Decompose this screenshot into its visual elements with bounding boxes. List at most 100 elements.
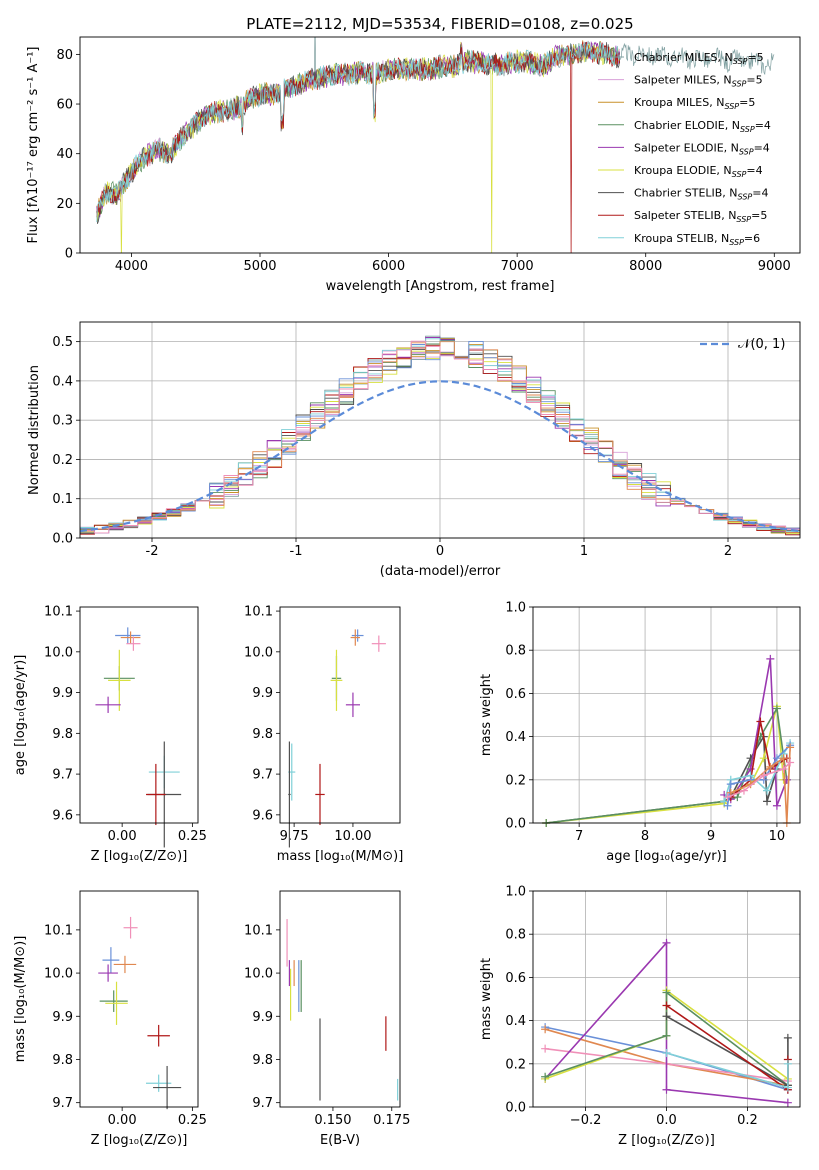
data-point [345, 692, 360, 718]
weight-marker [739, 786, 748, 795]
y-tick-label: 9.7 [252, 768, 273, 783]
spectrum-axes: 4000 5000 6000 7000 8000 9000 0 20 40 60 80 wavelen… [26, 36, 801, 294]
x-tick-label: 8 [641, 829, 649, 844]
y-tick-label: 9.7 [52, 768, 73, 783]
data-point [330, 649, 343, 711]
legend-entry: Chabrier MILES, NSSP=5 [634, 51, 764, 66]
weight-series [720, 654, 791, 810]
y-tick-label: 10.0 [244, 645, 273, 660]
legend-entry: Chabrier ELODIE, NSSP=4 [634, 119, 771, 134]
legend-entry: Kroupa STELIB, NSSP=6 [634, 232, 760, 247]
y-tick-label: 60 [56, 98, 73, 113]
axes-frame [532, 890, 801, 1108]
x-tick-label: 9000 [758, 259, 791, 274]
weight-line [723, 742, 791, 802]
y-tick-label: 10.0 [44, 645, 73, 660]
y-tick-label: 0.2 [505, 773, 526, 788]
data-point [146, 763, 166, 826]
data-point [98, 964, 118, 982]
x-axis-label: Z [log₁₀(Z/Z⊙)] [618, 1133, 715, 1148]
weight-marker [759, 754, 768, 763]
y-axis-label: Flux [fλ10⁻¹⁷ erg cm⁻² s⁻¹ A⁻¹] [26, 47, 41, 244]
weight-marker [726, 780, 735, 789]
axes-frame [532, 606, 801, 824]
y-axis-label: Normed distribution [27, 365, 42, 495]
mass-weight-vs-age-axes: 7 8 9 10 0.0 0.2 0.4 0.6 0.8 1.0 age [log₁₀(age/yr… [479, 601, 801, 864]
weight-series [662, 1001, 792, 1094]
y-tick-label: 9.8 [52, 1053, 73, 1068]
data-point [115, 627, 141, 644]
weight-marker [786, 743, 795, 752]
weight-marker [541, 1072, 550, 1081]
weight-marker [763, 786, 772, 795]
weight-marker [720, 797, 729, 806]
weight-line [666, 1004, 789, 1092]
x-axis-label: (data-model)/error [380, 564, 501, 579]
data-point [315, 763, 325, 826]
axes-frame [79, 321, 801, 539]
y-tick-label: 9.8 [252, 727, 273, 742]
weight-marker [662, 1085, 671, 1094]
weight-marker [541, 1044, 550, 1053]
x-tick-label: 0.175 [373, 1113, 410, 1128]
weight-series [662, 1012, 792, 1090]
data-point [351, 629, 364, 642]
weight-marker [541, 1025, 550, 1034]
y-tick-label: 40 [56, 147, 73, 162]
x-tick-label: 5000 [243, 259, 276, 274]
data-point [105, 981, 128, 1025]
y-tick-label: 80 [56, 48, 73, 63]
legend-entry: Salpeter STELIB, NSSP=5 [634, 209, 767, 224]
figure-title: PLATE=2112, MJD=53534, FIBERID=0108, z=0… [246, 15, 633, 33]
y-tick-label: 9.9 [52, 1010, 73, 1025]
x-tick-label: 0.0 [656, 1113, 677, 1128]
y-tick-label: 0 [65, 247, 73, 262]
data-point [371, 635, 386, 652]
weight-marker [723, 793, 732, 802]
y-tick-label: 0.2 [52, 453, 73, 468]
spectrum-lines [96, 37, 775, 253]
y-tick-label: 9.6 [252, 808, 273, 823]
x-tick-label: 10 [769, 829, 786, 844]
y-tick-label: 10.0 [244, 967, 273, 982]
data-point [108, 649, 131, 711]
mass-vs-metallicity-axes: 0.00 0.25 9.7 9.8 9.9 10.0 10.1 Z [log₁₀(Z/Z⊙)]… [13, 890, 207, 1148]
gaussian-curve [80, 380, 800, 533]
weight-marker [783, 1033, 792, 1042]
x-tick-label: 0.2 [737, 1113, 758, 1128]
x-axis-label: age [log₁₀(age/yr)] [606, 849, 727, 864]
y-tick-label: 0.3 [52, 414, 73, 429]
legend-entry: Chabrier STELIB, NSSP=4 [634, 187, 768, 202]
weight-marker [786, 758, 795, 767]
axes-frame [79, 606, 199, 824]
y-tick-label: 9.7 [52, 1096, 73, 1111]
weight-marker [783, 1098, 792, 1107]
data-point [99, 990, 128, 1012]
y-tick-label: 9.6 [52, 808, 73, 823]
y-tick-label: 0.4 [505, 730, 526, 745]
y-tick-label: 0.0 [505, 817, 526, 832]
x-axis-label: wavelength [Angstrom, rest frame] [326, 279, 555, 294]
legend-entry: Kroupa MILES, NSSP=5 [634, 96, 755, 111]
x-tick-label: 10.00 [334, 829, 371, 844]
x-tick-label: 9 [707, 829, 715, 844]
weight-line [666, 1052, 789, 1089]
y-tick-label: 0.4 [505, 1014, 526, 1029]
y-tick-label: 0.6 [505, 971, 526, 986]
y-tick-label: 0.0 [505, 1101, 526, 1116]
data-point [288, 741, 291, 848]
x-tick-label: 8000 [629, 259, 662, 274]
axes-frame [279, 890, 401, 1108]
weight-line [723, 658, 788, 806]
weight-marker [763, 797, 772, 806]
weight-marker [662, 1031, 671, 1040]
age-vs-mass-axes: 9.75 10.00 9.6 9.7 9.8 9.9 10.0 10.1 mass [log₁₀… [244, 605, 403, 864]
y-tick-label: 0.4 [52, 374, 73, 389]
weight-line [730, 747, 791, 824]
weight-marker [772, 704, 781, 713]
x-tick-label: -1 [290, 544, 303, 559]
y-tick-label: 0.6 [505, 687, 526, 702]
weight-marker [723, 801, 732, 810]
legend-entry: Salpeter ELODIE, NSSP=4 [634, 141, 770, 156]
y-tick-label: 0.0 [52, 532, 73, 547]
